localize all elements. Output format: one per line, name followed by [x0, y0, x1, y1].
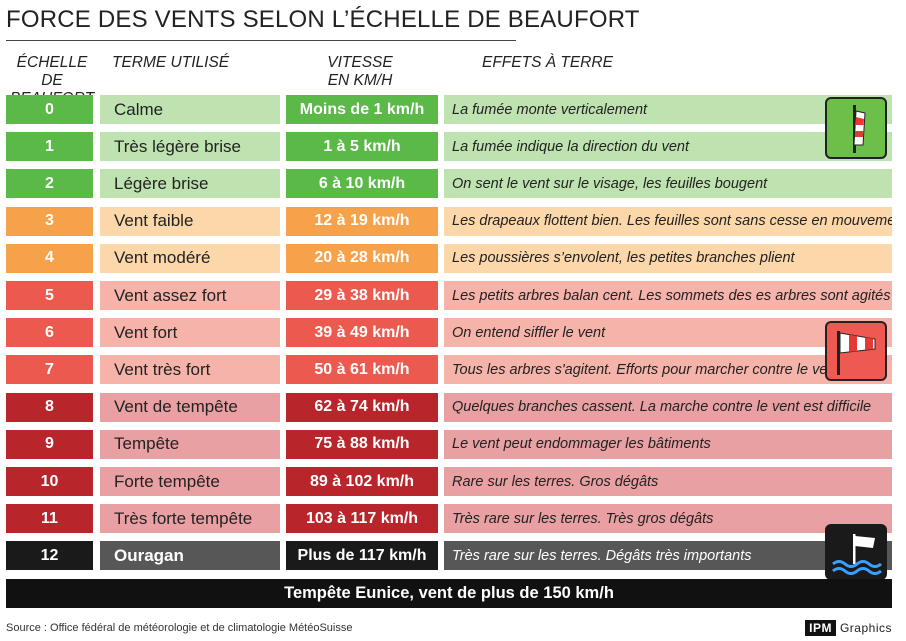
beaufort-number: 5: [6, 281, 93, 310]
wind-speed: 6 à 10 km/h: [286, 169, 438, 199]
header-effects: EFFETS À TERRE: [482, 54, 613, 71]
wind-speed: Moins de 1 km/h: [286, 95, 438, 124]
header-term: TERME UTILISÉ: [112, 54, 230, 71]
beaufort-number: 8: [6, 392, 93, 422]
logo-suffix: Graphics: [839, 621, 892, 635]
table-row: 1 Très légère brise 1 à 5 km/h La fumée ind…: [6, 132, 892, 162]
wind-speed: 62 à 74 km/h: [286, 392, 438, 422]
eunice-banner: Tempête Eunice, vent de plus de 150 km/h: [6, 579, 892, 608]
land-effect: La fumée monte verticalement: [444, 95, 892, 124]
table-row: 11 Très forte tempête 103 à 117 km/h Très r…: [6, 504, 892, 534]
wind-speed: 89 à 102 km/h: [286, 467, 438, 496]
table-row: 7 Vent très fort 50 à 61 km/h Tous les arbr…: [6, 355, 892, 385]
wind-term: Calme: [100, 95, 280, 124]
land-effect: Les poussières s’envolent, les petites b…: [444, 243, 892, 273]
wind-speed: Plus de 117 km/h: [286, 541, 438, 571]
header-speed-line1: VITESSE: [327, 54, 393, 71]
beaufort-number: 3: [6, 206, 93, 236]
beaufort-number: 1: [6, 132, 93, 162]
wind-speed: 39 à 49 km/h: [286, 318, 438, 348]
wind-term: Ouragan: [100, 541, 280, 571]
wind-term: Vent faible: [100, 206, 280, 236]
land-effect: Les petits arbres balan cent. Les sommet…: [444, 281, 892, 310]
wind-speed: 75 à 88 km/h: [286, 429, 438, 459]
beaufort-number: 7: [6, 355, 93, 385]
land-effect: Très rare sur les terres. Dégâts très im…: [444, 541, 892, 571]
windsock-calm-icon: [825, 97, 887, 159]
land-effect: On entend siffler le vent: [444, 318, 892, 348]
table-row: 6 Vent fort 39 à 49 km/h On entend siffler …: [6, 318, 892, 348]
land-effect: Les drapeaux flottent bien. Les feuilles…: [444, 206, 892, 236]
wind-term: Vent très fort: [100, 355, 280, 385]
wind-term: Légère brise: [100, 169, 280, 199]
table-row: 12 Ouragan Plus de 117 km/h Très rare sur l…: [6, 541, 892, 571]
ipm-graphics-logo: IPM Graphics: [805, 620, 892, 636]
header-scale-line1: ÉCHELLE DE: [16, 54, 88, 89]
logo-brand: IPM: [805, 620, 836, 636]
table-row: 3 Vent faible 12 à 19 km/h Les drapeaux flo…: [6, 206, 892, 236]
wind-term: Très forte tempête: [100, 504, 280, 534]
wind-term: Vent assez fort: [100, 281, 280, 310]
wind-speed: 1 à 5 km/h: [286, 132, 438, 162]
wind-term: Vent de tempête: [100, 392, 280, 422]
wind-term: Très légère brise: [100, 132, 280, 162]
wind-speed: 12 à 19 km/h: [286, 206, 438, 236]
land-effect: Rare sur les terres. Gros dégâts: [444, 467, 892, 496]
wind-speed: 29 à 38 km/h: [286, 281, 438, 310]
beaufort-number: 12: [6, 541, 93, 571]
land-effect: Le vent peut endommager les bâtiments: [444, 429, 892, 459]
beaufort-number: 9: [6, 429, 93, 459]
land-effect: Tous les arbres s'agitent. Efforts pour …: [444, 355, 892, 385]
table-row: 10 Forte tempête 89 à 102 km/h Rare sur les…: [6, 467, 892, 496]
wind-speed: 50 à 61 km/h: [286, 355, 438, 385]
wind-term: Vent modéré: [100, 243, 280, 273]
table-row: 8 Vent de tempête 62 à 74 km/h Quelques bra…: [6, 392, 892, 422]
land-effect: La fumée indique la direction du vent: [444, 132, 892, 162]
wind-speed: 20 à 28 km/h: [286, 243, 438, 273]
storm-waves-icon: [825, 524, 887, 580]
wind-term: Vent fort: [100, 318, 280, 348]
table-row: 9 Tempête 75 à 88 km/h Le vent peut endomma…: [6, 429, 892, 459]
page-title: FORCE DES VENTS SELON L’ÉCHELLE DE BEAUF…: [6, 6, 639, 41]
land-effect: On sent le vent sur le visage, les feuil…: [444, 169, 892, 199]
beaufort-number: 10: [6, 467, 93, 496]
beaufort-number: 2: [6, 169, 93, 199]
wind-term: Forte tempête: [100, 467, 280, 496]
table-row: 4 Vent modéré 20 à 28 km/h Les poussières s…: [6, 243, 892, 273]
wind-term: Tempête: [100, 429, 280, 459]
land-effect: Quelques branches cassent. La marche con…: [444, 392, 892, 422]
header-speed: VITESSE EN KM/H: [308, 54, 412, 90]
table-row: 0 Calme Moins de 1 km/h La fumée monte vert…: [6, 95, 892, 124]
wind-speed: 103 à 117 km/h: [286, 504, 438, 534]
beaufort-number: 6: [6, 318, 93, 348]
beaufort-number: 4: [6, 243, 93, 273]
land-effect: Très rare sur les terres. Très gros dégâ…: [444, 504, 892, 534]
source-note: Source : Office fédéral de météorologie …: [6, 622, 353, 634]
beaufort-number: 11: [6, 504, 93, 534]
windsock-strong-icon: [825, 321, 887, 381]
header-speed-line2: EN KM/H: [327, 72, 393, 89]
table-row: 2 Légère brise 6 à 10 km/h On sent le vent …: [6, 169, 892, 199]
table-row: 5 Vent assez fort 29 à 38 km/h Les petits a…: [6, 281, 892, 310]
beaufort-number: 0: [6, 95, 93, 124]
